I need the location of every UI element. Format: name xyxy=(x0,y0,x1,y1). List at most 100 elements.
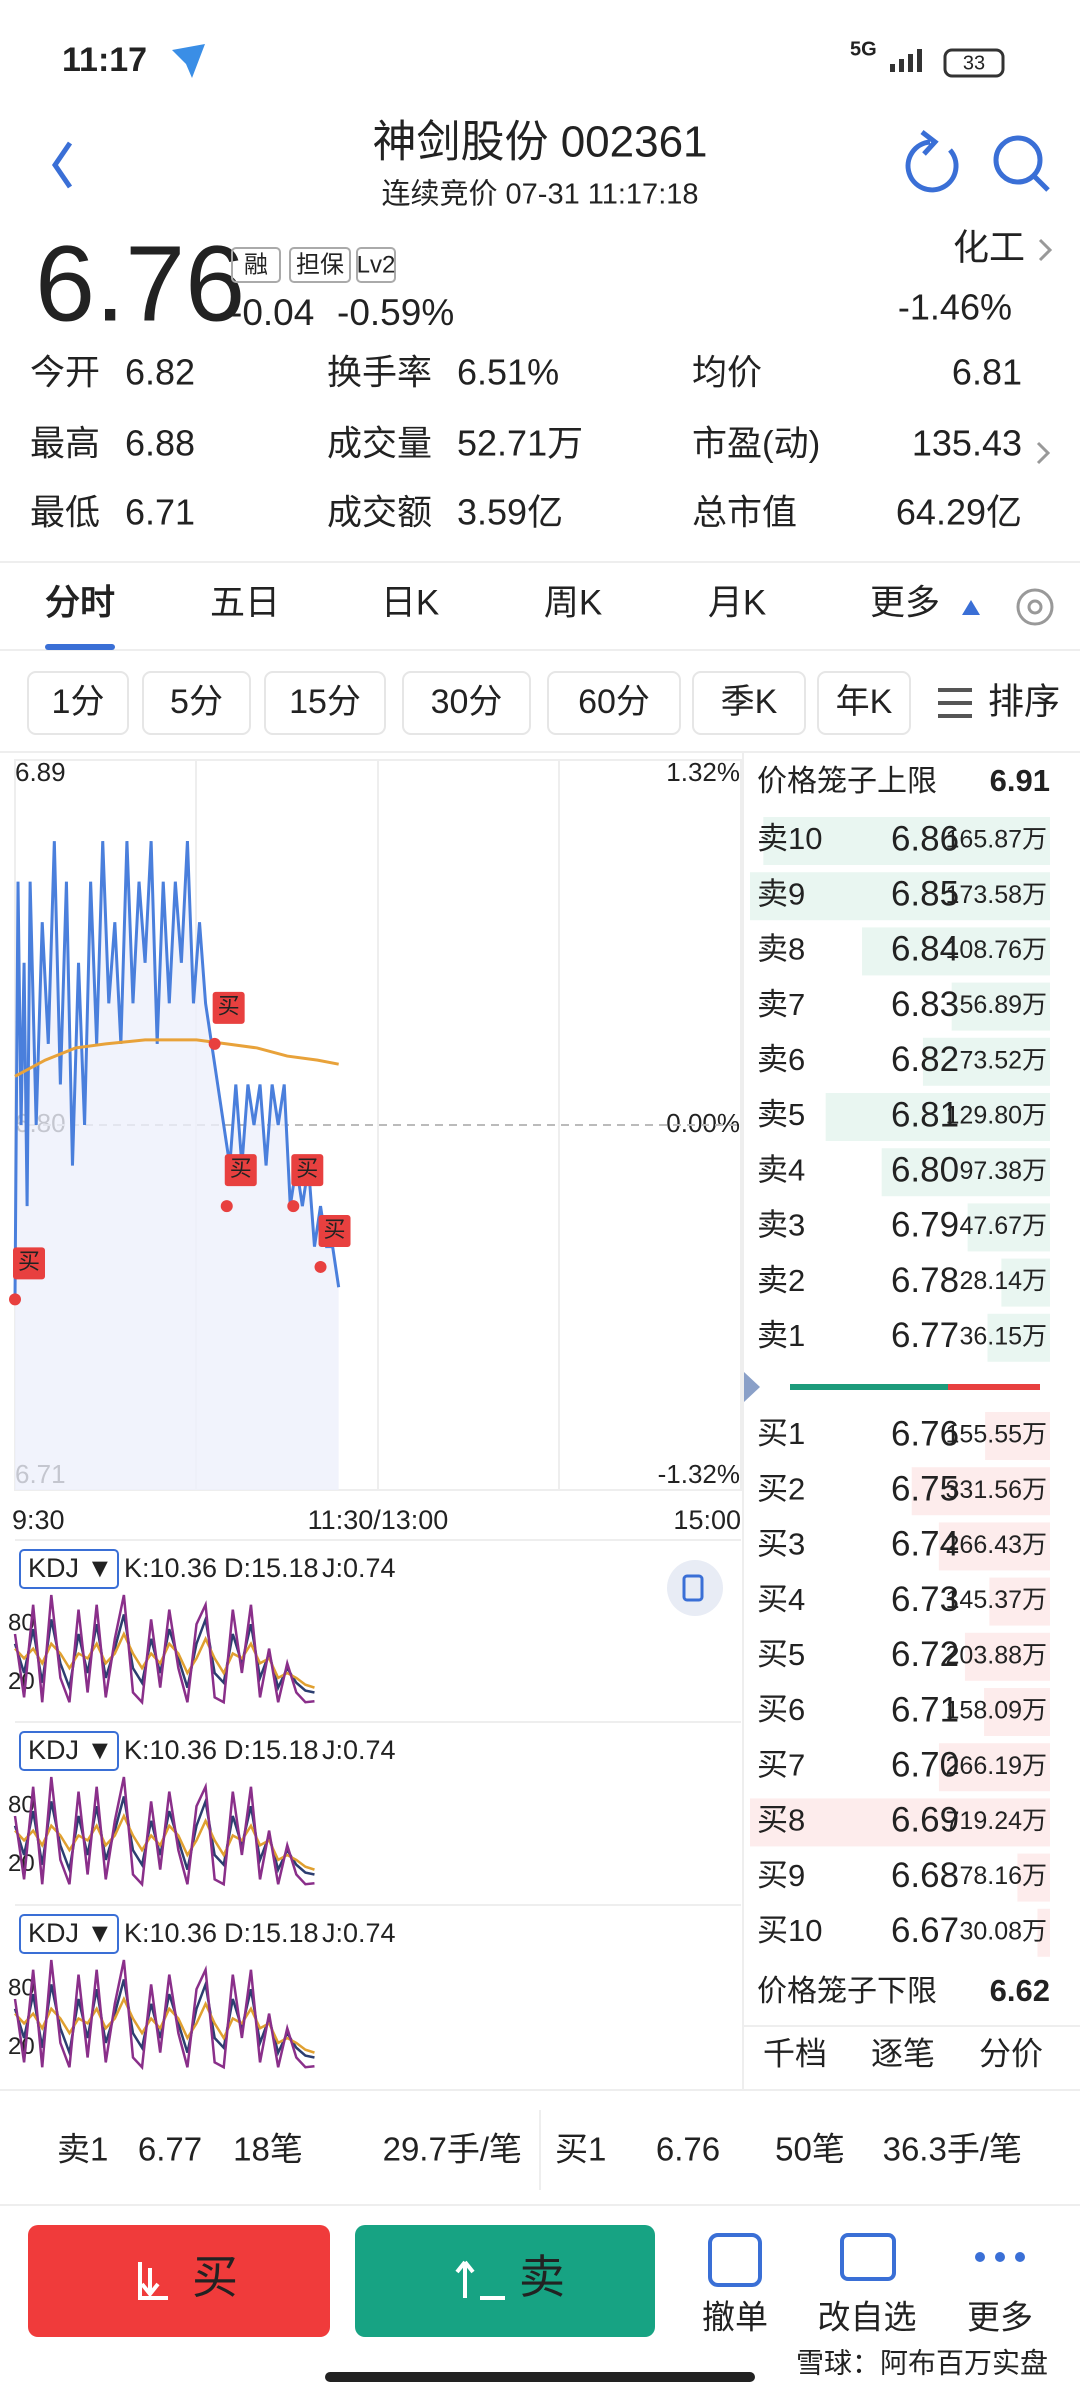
y2-tick-label: 0.00% xyxy=(666,1108,740,1138)
level-name: 卖3 xyxy=(757,1208,805,1243)
book-tab[interactable]: 千档 xyxy=(763,2035,827,2071)
sort-label[interactable]: 排序 xyxy=(988,681,1060,722)
tag-text: 融 xyxy=(244,251,268,278)
period-button[interactable] xyxy=(264,671,386,735)
chevron[interactable] xyxy=(1038,238,1053,262)
kdj-title: KDJ ▼ xyxy=(28,1918,113,1948)
battery-level: 33 xyxy=(963,52,985,74)
level-name: 买3 xyxy=(757,1527,805,1562)
watchlist-icon[interactable] xyxy=(840,2233,896,2281)
level-name: 买2 xyxy=(757,1471,805,1506)
period-button[interactable] xyxy=(692,671,806,735)
volume-bar xyxy=(1001,1258,1050,1307)
sort-icon[interactable] xyxy=(938,688,972,718)
level-price: 6.67 xyxy=(891,1911,959,1950)
volume-bar xyxy=(984,1688,1050,1736)
level-volume: 108.76万 xyxy=(946,936,1047,964)
level-price: 6.75 xyxy=(891,1469,959,1508)
home-indicator xyxy=(325,2372,755,2382)
tab[interactable]: 月K xyxy=(708,583,766,622)
level-name: 买7 xyxy=(757,1747,805,1782)
tab[interactable]: 更多 xyxy=(870,583,940,622)
period-button[interactable] xyxy=(142,671,251,735)
buy-button[interactable] xyxy=(28,2225,330,2337)
trade-dot xyxy=(314,1260,327,1273)
period-button[interactable] xyxy=(817,671,911,735)
action-label[interactable]: 更多 xyxy=(967,2299,1033,2336)
y2-tick-label: -1.32% xyxy=(658,1459,740,1489)
level-price: 6.80 xyxy=(891,1150,959,1189)
price-percent: -0.59% xyxy=(337,292,454,333)
stock-title: 神剑股份 002361 xyxy=(372,118,707,167)
trade-label: 买 xyxy=(324,1217,346,1242)
kdj-value: K:10.36 xyxy=(124,1918,217,1948)
level-volume: 155.55万 xyxy=(946,1421,1047,1449)
cancel-icon[interactable] xyxy=(708,2233,762,2287)
kdj-selector[interactable] xyxy=(19,1914,119,1954)
kdj-value: J:0.74 xyxy=(322,1918,396,1948)
chevron[interactable] xyxy=(1036,441,1051,465)
stat-value: 52.71万 xyxy=(457,423,583,464)
level-volume: 331.56万 xyxy=(946,1476,1047,1504)
y2-tick-label: 1.32% xyxy=(666,757,740,787)
stat-value: 6.88 xyxy=(125,423,195,464)
book-tab[interactable]: 分价 xyxy=(979,2035,1043,2071)
period-button[interactable] xyxy=(547,671,681,735)
period-label: 60分 xyxy=(578,683,650,721)
more-arrow xyxy=(962,600,980,615)
stat-value: 6.81 xyxy=(952,352,1022,393)
summary-text: 18笔 xyxy=(233,2131,303,2168)
tab[interactable]: 日K xyxy=(381,583,439,622)
signal xyxy=(890,49,922,72)
tab[interactable]: 五日 xyxy=(210,583,280,622)
kdj-selector[interactable] xyxy=(19,1549,119,1589)
stat-value: 6.82 xyxy=(125,352,195,393)
trade-badge xyxy=(224,1154,257,1187)
level-price: 6.68 xyxy=(891,1856,959,1895)
level-name: 买1 xyxy=(757,1416,805,1451)
trade-badge xyxy=(291,1154,324,1187)
volume-bar xyxy=(922,1037,1050,1086)
volume-bar xyxy=(763,817,1050,865)
kdj-value: K:10.36 xyxy=(124,1553,217,1583)
trade-dot xyxy=(9,1293,21,1306)
app-icon xyxy=(172,44,205,78)
search-button[interactable] xyxy=(993,135,1043,185)
tab[interactable]: 周K xyxy=(544,583,602,622)
stat-label: 均价 xyxy=(692,353,762,392)
back-button[interactable] xyxy=(51,141,73,189)
level-volume: 78.16万 xyxy=(959,1862,1047,1890)
summary-text: 50笔 xyxy=(775,2131,845,2168)
level-name: 卖2 xyxy=(757,1263,805,1298)
volume-bar xyxy=(989,1577,1050,1626)
more-icon[interactable] xyxy=(975,2252,1025,2262)
level-volume: 173.58万 xyxy=(946,881,1047,909)
collapse-arrow[interactable] xyxy=(744,1372,760,1402)
summary-text: 29.7手/笔 xyxy=(383,2131,522,2168)
summary-text: 卖1 xyxy=(57,2131,108,2168)
level-price: 6.76 xyxy=(891,1414,959,1453)
period-button[interactable] xyxy=(402,671,531,735)
action-label[interactable]: 改自选 xyxy=(818,2299,917,2336)
volume-bar xyxy=(987,1313,1050,1362)
action-label[interactable]: 撤单 xyxy=(702,2299,768,2336)
summary-text: 36.3手/笔 xyxy=(883,2131,1022,2168)
level-volume: 73.52万 xyxy=(959,1046,1047,1074)
stat-label: 成交量 xyxy=(327,424,432,463)
summary-text: 6.77 xyxy=(138,2131,202,2168)
volume-bar xyxy=(911,1467,1050,1516)
stat-value: 6.51% xyxy=(457,352,559,393)
settings-button[interactable] xyxy=(1016,588,1054,626)
summary-text: 6.76 xyxy=(656,2131,720,2168)
period-button[interactable] xyxy=(27,671,129,735)
kdj-selector[interactable] xyxy=(19,1731,119,1771)
refresh-button[interactable] xyxy=(905,130,959,193)
stat-label: 成交额 xyxy=(327,493,432,532)
switch-button[interactable] xyxy=(667,1560,723,1616)
sell-button[interactable] xyxy=(355,2225,655,2337)
kdj-value: D:15.18 xyxy=(224,1553,319,1583)
tab[interactable]: 分时 xyxy=(45,583,115,622)
stat-label: 市盈(动) xyxy=(692,424,820,463)
period-label: 年K xyxy=(836,683,893,721)
book-tab[interactable]: 逐笔 xyxy=(871,2035,935,2071)
